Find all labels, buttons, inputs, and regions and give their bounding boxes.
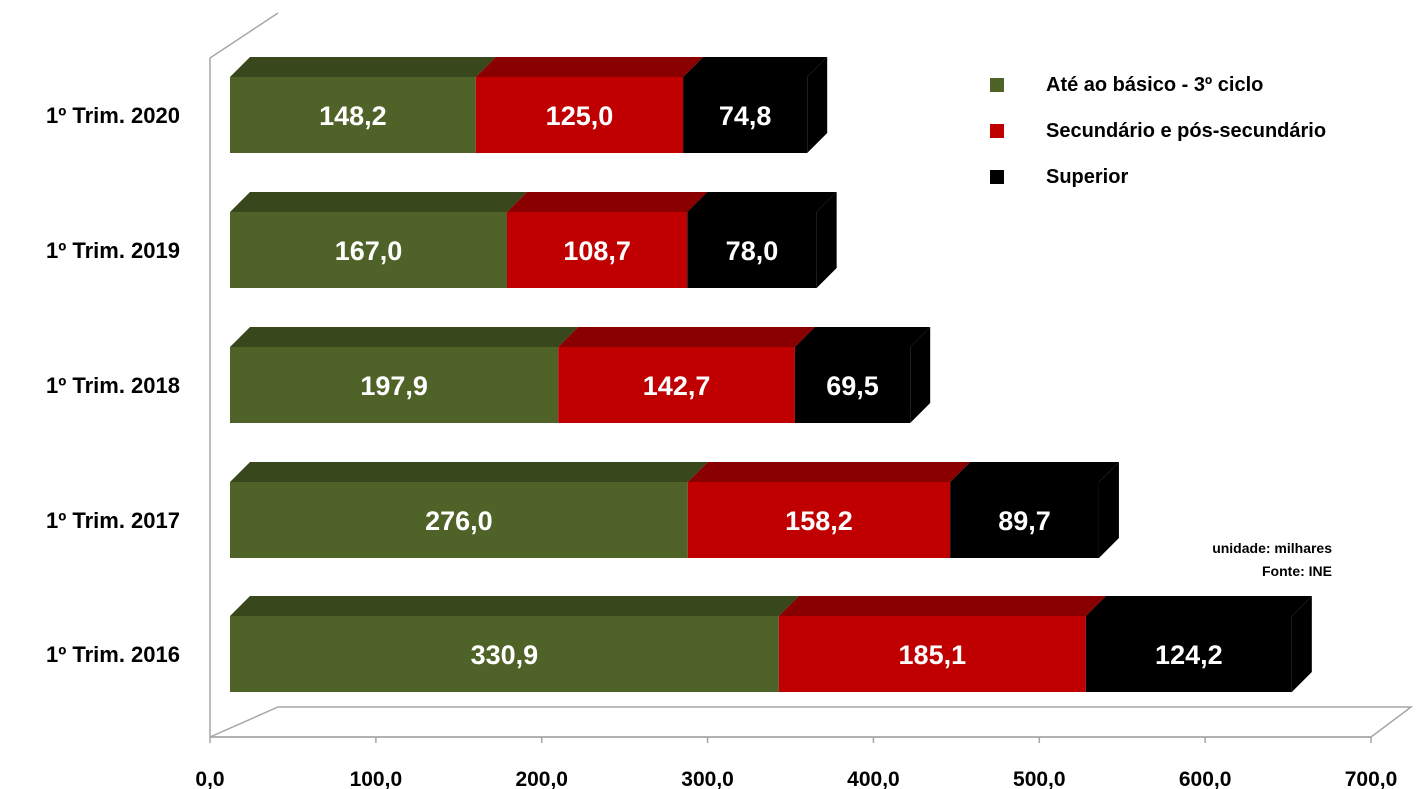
chart-data-labels: 148,2 125,0 74,8 167,0 108,7 78,0 197,9 142,7 69…	[319, 101, 1223, 670]
bar-segment	[230, 77, 476, 153]
bar-segment	[1085, 616, 1292, 692]
chart-legend: Até ao básico - 3º ciclo Secundário e pó…	[990, 62, 1326, 200]
data-label: 125,0	[546, 101, 614, 131]
x-tick-label: 0,0	[195, 768, 224, 789]
chart-bars	[230, 57, 1312, 692]
bar-segment	[687, 482, 951, 558]
bar-top-face	[558, 327, 815, 347]
bar-top-face	[230, 327, 579, 347]
bar-segment	[230, 482, 688, 558]
bar-top-face	[778, 596, 1106, 616]
data-label: 276,0	[425, 506, 493, 536]
bar-top-face	[683, 57, 828, 77]
bar-top-face	[950, 462, 1119, 482]
bar-top-face	[794, 327, 931, 347]
x-tick-label: 400,0	[847, 768, 900, 789]
bar-top-face	[475, 57, 704, 77]
legend-label: Até ao básico - 3º ciclo	[1046, 73, 1264, 96]
legend-swatch	[990, 124, 1004, 138]
legend-swatch	[990, 170, 1004, 184]
legend-item: Secundário e pós-secundário	[990, 108, 1326, 154]
data-label: 167,0	[335, 236, 403, 266]
bar-segment	[506, 212, 688, 288]
bar-top-face	[1085, 596, 1312, 616]
bar-segment	[778, 616, 1086, 692]
data-label: 124,2	[1155, 640, 1223, 670]
legend-item: Até ao básico - 3º ciclo	[990, 62, 1326, 108]
chart-axes	[209, 12, 1414, 743]
data-label: 142,7	[643, 371, 711, 401]
x-tick-label: 500,0	[1013, 768, 1066, 789]
bar-segment	[230, 347, 559, 423]
data-label: 158,2	[785, 506, 853, 536]
data-label: 148,2	[319, 101, 387, 131]
bar-side-face	[816, 192, 837, 288]
category-label: 1º Trim. 2018	[46, 373, 180, 398]
legend-swatch	[990, 78, 1004, 92]
x-tick-label: 700,0	[1345, 768, 1398, 789]
bar-side-face	[910, 327, 931, 423]
data-label: 185,1	[899, 640, 967, 670]
bar-top-face	[230, 462, 708, 482]
data-label: 74,8	[719, 101, 772, 131]
bar-top-face	[230, 57, 496, 77]
legend-label: Superior	[1046, 165, 1129, 188]
category-label: 1º Trim. 2019	[46, 238, 180, 263]
bar-segment	[950, 482, 1099, 558]
bar-segment	[230, 616, 779, 692]
bar-side-face	[1098, 462, 1119, 558]
source-note: Fonte: INE	[1262, 563, 1332, 579]
bar-segment	[687, 212, 817, 288]
data-label: 69,5	[826, 371, 879, 401]
data-label: 78,0	[726, 236, 779, 266]
bar-side-face	[1291, 596, 1312, 692]
bar-segment	[794, 347, 911, 423]
legend-item: Superior	[990, 154, 1326, 200]
legend-label: Secundário e pós-secundário	[1046, 119, 1327, 142]
bar-top-face	[506, 192, 708, 212]
category-label: 1º Trim. 2017	[46, 508, 180, 533]
data-label: 108,7	[563, 236, 631, 266]
x-tick-label: 300,0	[681, 768, 734, 789]
bar-segment	[230, 212, 507, 288]
bar-top-face	[687, 192, 837, 212]
bar-side-face	[807, 57, 828, 153]
bar-segment	[683, 77, 808, 153]
bar-segment	[558, 347, 795, 423]
x-tick-label: 200,0	[515, 768, 568, 789]
y-axis-wall	[209, 12, 279, 737]
data-label: 330,9	[471, 640, 539, 670]
x-axis-floor	[209, 706, 1414, 738]
x-tick-label: 100,0	[350, 768, 403, 789]
data-label: 197,9	[360, 371, 428, 401]
category-label: 1º Trim. 2020	[46, 103, 180, 128]
bar-top-face	[230, 192, 527, 212]
category-label: 1º Trim. 2016	[46, 642, 180, 667]
bar-top-face	[687, 462, 971, 482]
bar-top-face	[230, 596, 799, 616]
x-axis-labels: 0,0 100,0 200,0 300,0 400,0 500,0 600,0 700,0	[195, 768, 1397, 789]
data-label: 89,7	[998, 506, 1051, 536]
y-axis-labels: 1º Trim. 2020 1º Trim. 2019 1º Trim. 2018 1…	[46, 103, 180, 667]
unit-note: unidade: milhares	[1212, 540, 1332, 556]
x-tick-label: 600,0	[1179, 768, 1232, 789]
bar-segment	[475, 77, 684, 153]
